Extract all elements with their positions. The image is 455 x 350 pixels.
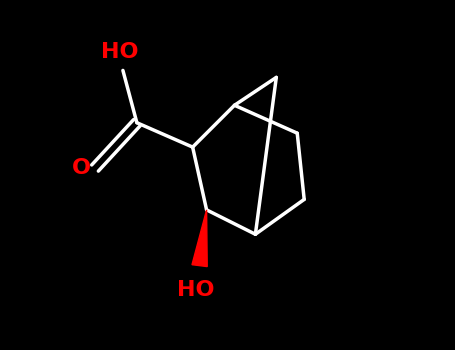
Text: HO: HO	[101, 42, 138, 62]
Text: HO: HO	[177, 280, 215, 300]
Text: O: O	[71, 158, 91, 178]
Polygon shape	[192, 210, 207, 267]
